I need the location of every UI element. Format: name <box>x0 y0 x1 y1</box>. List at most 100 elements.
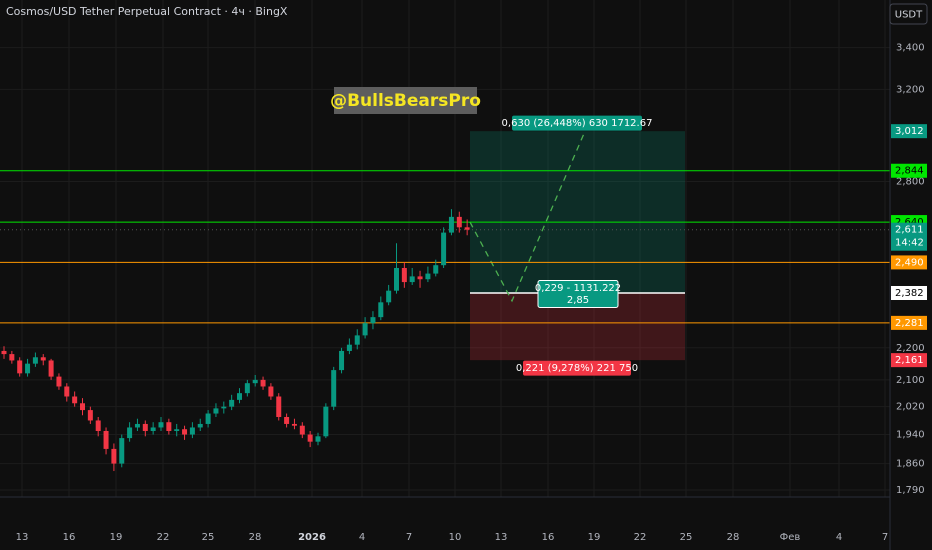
y-tick-label: 2,200 <box>896 343 925 354</box>
candle-body <box>111 448 117 464</box>
candle-body <box>95 420 101 431</box>
y-tick-label: 1,860 <box>896 459 925 470</box>
candle-body <box>229 399 235 407</box>
price-tag <box>891 353 927 368</box>
x-tick-label: Фев <box>780 532 801 543</box>
candle-body <box>401 267 407 283</box>
x-tick-label: 7 <box>406 532 412 543</box>
candle-body <box>284 416 290 424</box>
candle-body <box>425 273 431 280</box>
countdown: 14:42 <box>895 238 924 249</box>
price-tag <box>891 163 927 178</box>
candle-body <box>464 227 470 230</box>
currency-button[interactable] <box>889 3 928 25</box>
x-tick-label: 16 <box>63 532 76 543</box>
candle-body <box>87 410 93 421</box>
candle-body <box>417 276 423 280</box>
x-tick-label: 2026 <box>298 532 326 543</box>
x-tick-label: 7 <box>882 532 888 543</box>
projection-path <box>469 130 586 303</box>
candle-body <box>456 216 462 228</box>
candle-body <box>40 357 46 361</box>
x-tick-label: 19 <box>110 532 123 543</box>
candle-body <box>150 427 156 431</box>
candle-body <box>205 413 211 424</box>
candle-body <box>362 323 368 336</box>
candle-body <box>244 383 250 394</box>
x-tick-label: 10 <box>449 532 462 543</box>
candle-body <box>64 386 70 397</box>
candle-body <box>299 425 305 435</box>
x-tick-label: 4 <box>836 532 842 543</box>
candle-body <box>252 379 258 384</box>
target-zone <box>470 131 685 293</box>
price-tag <box>891 222 927 251</box>
entry-text: 0,229 - 1131.222 <box>535 283 621 294</box>
x-tick-label: 4 <box>359 532 365 543</box>
y-tick-label: 1,940 <box>896 430 925 441</box>
candle-body <box>268 386 274 397</box>
candle-body <box>119 438 125 464</box>
price-tag-label: 2,640 <box>895 217 924 228</box>
price-tag-label: 2,844 <box>895 166 924 177</box>
candle-body <box>9 354 15 361</box>
candle-body <box>1 350 7 355</box>
candle-body <box>213 408 219 414</box>
candle-body <box>339 350 345 371</box>
price-tag <box>891 285 927 300</box>
candle-body <box>260 379 266 387</box>
price-tag-label: 2,611 <box>895 225 924 236</box>
candle-body <box>182 429 188 435</box>
y-tick-label: 3,400 <box>896 43 925 54</box>
candle-body <box>378 302 384 318</box>
y-tick-label: 2,800 <box>896 176 925 187</box>
candle-body <box>291 423 297 426</box>
candle-body <box>394 267 399 291</box>
candle-body <box>142 423 148 431</box>
candle-body <box>409 276 415 283</box>
watermark: @BullsBearsPro <box>330 91 481 111</box>
entry-text-box <box>537 279 619 308</box>
candle-body <box>323 406 329 437</box>
price-tag-label: 2,161 <box>895 355 924 366</box>
candle-body <box>80 403 85 411</box>
x-tick-label: 25 <box>680 532 693 543</box>
candle-body <box>32 357 38 364</box>
x-tick-label: 13 <box>495 532 508 543</box>
candle-body <box>189 427 195 435</box>
candle-body <box>354 335 360 345</box>
candle-body <box>48 360 54 377</box>
candle-body <box>221 406 227 409</box>
candle-body <box>197 423 203 428</box>
candle-body <box>166 422 172 431</box>
chart-title: Cosmos/USD Tether Perpetual Contract · 4… <box>6 5 288 18</box>
candle-body <box>72 396 78 404</box>
candle-body <box>386 290 392 303</box>
y-tick-label: 2,100 <box>896 375 925 386</box>
candle-body <box>56 376 62 387</box>
watermark-box <box>334 87 477 114</box>
candle-body <box>134 423 140 428</box>
y-tick-label: 3,200 <box>896 84 925 95</box>
x-tick-label: 19 <box>588 532 601 543</box>
candle-body <box>370 317 376 324</box>
price-tag-label: 2,281 <box>895 318 924 329</box>
x-tick-label: 13 <box>16 532 29 543</box>
price-tag-label: 3,012 <box>895 126 924 137</box>
x-tick-label: 22 <box>634 532 647 543</box>
candle-body <box>158 422 164 428</box>
candle-body <box>276 396 282 417</box>
x-tick-label: 28 <box>727 532 740 543</box>
target-text-box <box>512 115 642 131</box>
candle-body <box>433 265 439 274</box>
candle-body <box>331 370 337 407</box>
target-text: 0,630 (26,448%) 630 1712.67 <box>502 118 653 129</box>
stop-text-box <box>523 360 631 376</box>
candle-body <box>127 427 133 439</box>
y-tick-label: 1,790 <box>896 485 925 496</box>
currency-label[interactable]: USDT <box>895 10 923 21</box>
candle-body <box>448 216 454 233</box>
entry-text: 2,85 <box>567 295 589 306</box>
